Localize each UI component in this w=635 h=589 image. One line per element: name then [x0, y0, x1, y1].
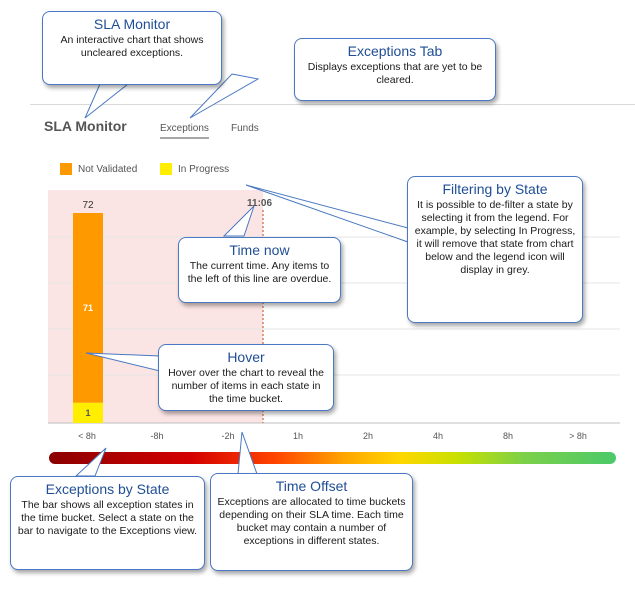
callout-title: Filtering by State [442, 181, 548, 197]
callout-title: Hover [227, 349, 265, 365]
callout-title: SLA Monitor [93, 16, 171, 32]
callout-body: Hover over the chart to reveal the numbe… [168, 367, 324, 405]
callout-title: Exceptions by State [45, 481, 170, 497]
page-title: SLA Monitor [44, 118, 127, 134]
callout-filtering-by-state: Filtering by State It is possible to de-… [407, 176, 583, 323]
x-label: 4h [432, 431, 443, 441]
legend-item-in-progress[interactable]: In Progress [160, 163, 229, 175]
callout-title: Time now [229, 242, 290, 258]
legend-item-not-validated[interactable]: Not Validated [60, 163, 137, 175]
bar-less-8h[interactable]: 71 1 [73, 213, 103, 423]
bar-segment-label: 1 [85, 408, 90, 418]
callout-body: It is possible to de-filter a state by s… [414, 199, 576, 276]
legend-swatch-not-validated [60, 163, 72, 175]
header-divider [30, 104, 635, 105]
time-offset-gradient [49, 452, 616, 464]
pointer-sla-monitor [84, 83, 130, 119]
x-label: 8h [502, 431, 513, 441]
callout-body: The bar shows all exception states in th… [17, 499, 198, 537]
x-label: -2h [221, 431, 235, 441]
callout-exceptions-by-state: Exceptions by State The bar shows all ex… [10, 476, 205, 570]
now-label: 11:06 [247, 198, 272, 209]
callout-body: Exceptions are allocated to time buckets… [217, 496, 406, 547]
x-label: < 8h [78, 431, 96, 441]
legend-swatch-in-progress [160, 163, 172, 175]
callout-title: Time Offset [275, 478, 348, 494]
x-label: 2h [362, 431, 373, 441]
callout-body: The current time. Any items to the left … [187, 260, 332, 285]
callout-exceptions-tab: Exceptions Tab Displays exceptions that … [294, 38, 496, 101]
legend-label: In Progress [178, 163, 230, 175]
callout-time-now: Time now The current time. Any items to … [178, 237, 341, 303]
x-label: -8h [150, 431, 164, 441]
bar-segment-in-progress[interactable] [73, 402, 103, 423]
bar-segment-label: 71 [83, 303, 93, 313]
callout-title: Exceptions Tab [347, 43, 443, 59]
callout-hover: Hover Hover over the chart to reveal the… [158, 344, 334, 411]
legend-label: Not Validated [78, 163, 138, 175]
x-label: 1h [292, 431, 303, 441]
tab-funds[interactable]: Funds [231, 123, 259, 134]
callout-body: An interactive chart that shows uncleare… [60, 34, 204, 59]
bar-total-label: 72 [82, 200, 94, 211]
callout-time-offset: Time Offset Exceptions are allocated to … [210, 473, 413, 571]
callout-sla-monitor: SLA Monitor An interactive chart that sh… [42, 11, 222, 85]
callout-body: Displays exceptions that are yet to be c… [307, 61, 483, 86]
x-label: > 8h [569, 431, 587, 441]
tab-exceptions[interactable]: Exceptions [160, 123, 209, 139]
